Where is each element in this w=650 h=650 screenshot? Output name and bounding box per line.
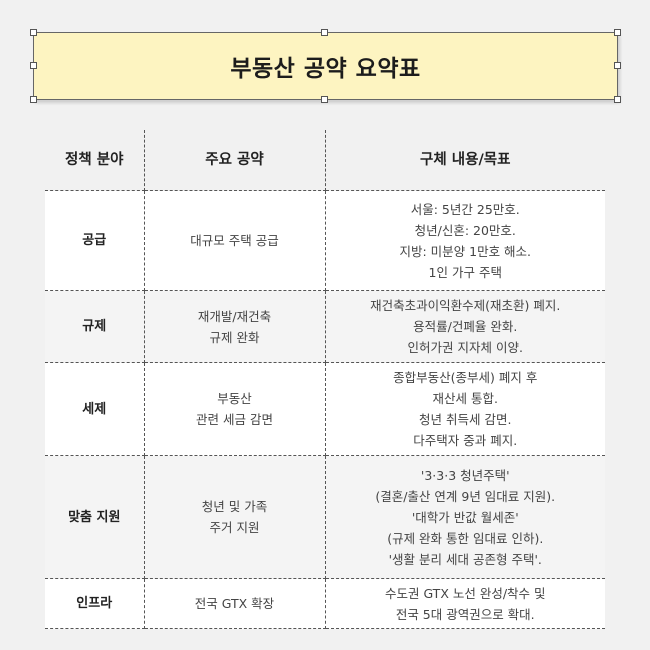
details-line: '생활 분리 세대 공존형 주택'. — [388, 551, 542, 567]
details-line: (결혼/출산 연계 9년 임대료 지원). — [375, 488, 556, 504]
pledge-line: 재개발/재건축 — [197, 308, 272, 324]
table-row: 공급 대규모 주택 공급 서울: 5년간 25만호. 청년/신혼: 20만호. 지방: … — [45, 190, 605, 291]
resize-handle[interactable] — [614, 96, 621, 103]
title-box[interactable]: 부동산 공약 요약표 — [30, 29, 621, 103]
details-line: 수도권 GTX 노선 완성/착수 및 — [384, 585, 546, 601]
table-header: 정책 분야 주요 공약 구체 내용/목표 — [45, 130, 605, 191]
pledge-line: 전국 GTX 확장 — [194, 596, 275, 611]
table-row: 세제 부동산 관련 세금 감면 종합부동산(종부세) 폐지 후 재산세 통합. 청년 취득… — [45, 362, 605, 456]
header-details: 구체 내용/목표 — [325, 130, 605, 191]
summary-table: 정책 분야 주요 공약 구체 내용/목표 공급 대규모 주택 공급 서울: 5년간 … — [45, 130, 605, 629]
details-line: '대학가 반값 월세존' — [411, 509, 519, 525]
resize-handle[interactable] — [30, 29, 37, 36]
details-cell: 재건축초과이익환수제(재초환) 폐지. 용적률/건폐율 완화. 인허가권 지자체 이… — [325, 290, 605, 363]
resize-handle[interactable] — [30, 96, 37, 103]
pledge-line: 관련 세금 감면 — [196, 412, 273, 427]
resize-handle[interactable] — [321, 96, 328, 103]
details-line: 종합부동산(종부세) 폐지 후 — [393, 370, 538, 385]
category-cell: 규제 — [45, 290, 145, 363]
category-cell: 세제 — [45, 362, 145, 456]
details-line: 지방: 미분양 1만호 해소. — [399, 243, 532, 259]
header-pledge: 주요 공약 — [144, 130, 326, 191]
pledge-line: 청년 및 가족 — [201, 499, 268, 514]
resize-handle[interactable] — [614, 29, 621, 36]
details-line: 재건축초과이익환수제(재초환) 폐지. — [370, 298, 561, 313]
details-line: 1인 가구 주택 — [428, 264, 502, 280]
category-cell: 공급 — [45, 190, 145, 291]
details-line: 청년 취득세 감면. — [419, 412, 512, 427]
details-line: 전국 5대 광역권으로 확대. — [395, 606, 535, 622]
details-line: 서울: 5년간 25만호. — [410, 201, 520, 217]
pledge-line: 규제 완화 — [209, 329, 260, 345]
pledge-line: 부동산 — [217, 391, 252, 406]
details-line: '3·3·3 청년주택' — [420, 467, 510, 483]
pledge-line: 주거 지원 — [209, 520, 260, 535]
details-cell: '3·3·3 청년주택' (결혼/출산 연계 9년 임대료 지원). '대학가 반값… — [325, 455, 605, 579]
details-cell: 서울: 5년간 25만호. 청년/신혼: 20만호. 지방: 미분양 1만호 해소.… — [325, 190, 605, 291]
details-line: 다주택자 중과 폐지. — [413, 433, 518, 448]
resize-handle[interactable] — [614, 62, 621, 69]
details-line: 인허가권 지자체 이양. — [407, 340, 523, 355]
pledge-cell: 전국 GTX 확장 — [144, 578, 326, 629]
resize-handle[interactable] — [321, 29, 328, 36]
page-title: 부동산 공약 요약표 — [230, 56, 421, 82]
pledge-line: 대규모 주택 공급 — [190, 233, 279, 248]
table-row: 규제 재개발/재건축 규제 완화 재건축초과이익환수제(재초환) 폐지. 용적률/건폐율… — [45, 290, 605, 363]
header-category: 정책 분야 — [45, 130, 145, 191]
pledge-cell: 대규모 주택 공급 — [144, 190, 326, 291]
table-row: 맞춤 지원 청년 및 가족 주거 지원 '3·3·3 청년주택' (결혼/출산 연계 9… — [45, 455, 605, 579]
details-line: 청년/신혼: 20만호. — [414, 222, 516, 238]
resize-handle[interactable] — [30, 62, 37, 69]
details-line: 용적률/건폐율 완화. — [413, 319, 518, 334]
category-cell: 인프라 — [45, 578, 145, 629]
category-cell: 맞춤 지원 — [45, 455, 145, 579]
details-line: 재산세 통합. — [432, 391, 498, 406]
details-line: (규제 완화 통한 임대료 인하). — [387, 530, 544, 546]
